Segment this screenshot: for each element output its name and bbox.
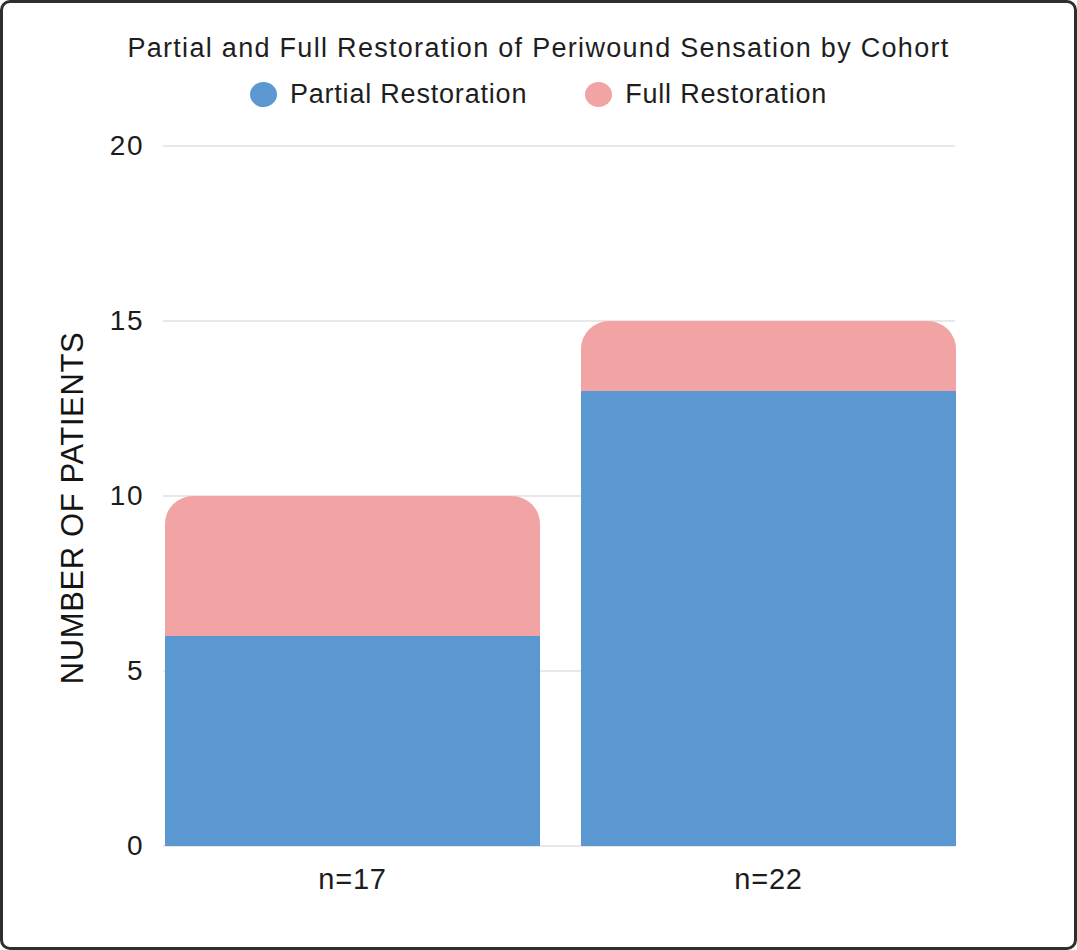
- legend: Partial Restoration Full Restoration: [3, 79, 1074, 110]
- gridline-y-20: [163, 145, 955, 147]
- bar-n=17-partial-restoration: [165, 636, 540, 846]
- legend-label-full-restoration: Full Restoration: [625, 79, 827, 110]
- legend-item-partial-restoration: Partial Restoration: [250, 79, 527, 110]
- chart-figure: Partial and Full Restoration of Periwoun…: [0, 0, 1077, 950]
- x-tick-label-n=17: n=17: [165, 861, 540, 897]
- y-tick-label-20: 20: [3, 129, 144, 163]
- bar-n=17-full-restoration: [165, 496, 540, 636]
- y-tick-label-0: 0: [3, 829, 144, 863]
- bar-n=22-partial-restoration: [581, 391, 956, 846]
- legend-label-partial-restoration: Partial Restoration: [290, 79, 527, 110]
- legend-swatch-full-icon: [585, 82, 612, 107]
- chart-title: Partial and Full Restoration of Periwoun…: [3, 33, 1074, 64]
- y-tick-label-15: 15: [3, 304, 144, 338]
- y-tick-label-10: 10: [3, 479, 144, 513]
- bar-n=22-full-restoration: [581, 321, 956, 391]
- legend-item-full-restoration: Full Restoration: [585, 79, 827, 110]
- y-tick-label-5: 5: [3, 654, 144, 688]
- x-tick-label-n=22: n=22: [581, 861, 956, 897]
- legend-swatch-partial-icon: [250, 82, 277, 107]
